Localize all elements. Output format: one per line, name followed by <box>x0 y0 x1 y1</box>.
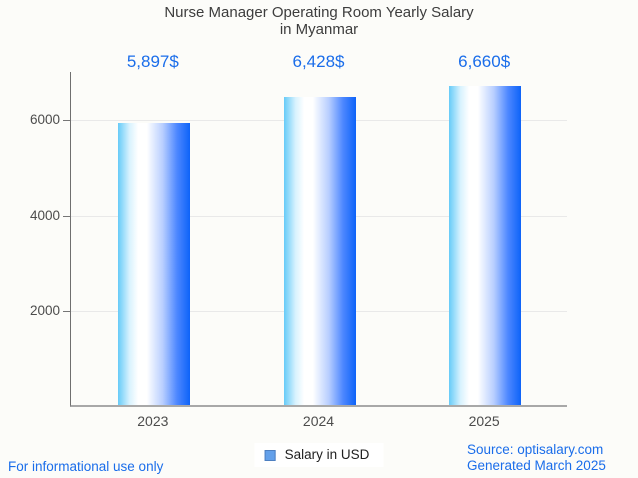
y-axis-label-2000: 2000 <box>29 303 60 319</box>
value-annotation-2023: 5,897$ <box>126 52 179 71</box>
disclaimer-text: For informational use only <box>8 459 164 474</box>
x-axis-label-2023: 2023 <box>137 413 169 429</box>
bar-2023[interactable] <box>117 122 190 405</box>
y-axis-label-4000: 4000 <box>29 207 60 223</box>
bar-2024[interactable] <box>283 97 356 405</box>
chart-title: Nurse Manager Operating Room Yearly Sala… <box>0 4 638 38</box>
x-axis-label-2024: 2024 <box>302 413 335 429</box>
chart-title-line1: Nurse Manager Operating Room Yearly Sala… <box>164 4 474 21</box>
y-tick-mark-2000 <box>63 311 70 313</box>
legend-label: Salary in USD <box>284 447 370 462</box>
generated-date: Generated March 2025 <box>467 457 606 473</box>
y-tick-mark-6000 <box>63 119 70 121</box>
source-link[interactable]: Source: optisalary.com <box>467 442 604 457</box>
chart-legend: Salary in USD <box>254 443 384 467</box>
chart-title-line2: in Myanmar <box>279 21 359 38</box>
value-annotation-2025: 6,660$ <box>458 52 511 71</box>
legend-swatch-icon <box>264 449 276 461</box>
bar-2025[interactable] <box>449 86 522 405</box>
source-block: Source: optisalary.com Generated March 2… <box>467 442 606 473</box>
value-annotation-2024: 6,428$ <box>292 52 345 71</box>
y-tick-mark-4000 <box>63 215 70 217</box>
y-axis-label-6000: 6000 <box>29 111 60 127</box>
plot-area <box>63 72 567 407</box>
x-axis-label-2025: 2025 <box>468 413 500 429</box>
